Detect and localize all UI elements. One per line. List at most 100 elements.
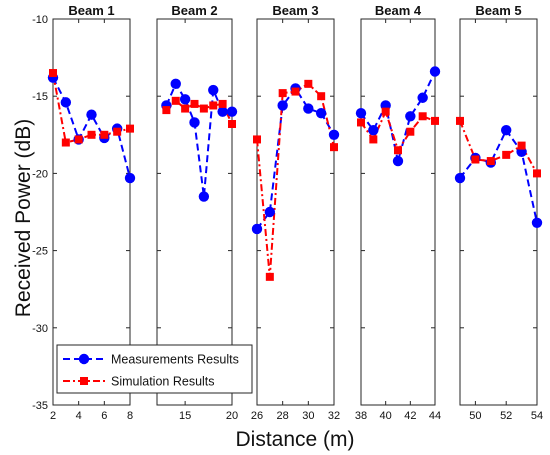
simulation-point xyxy=(87,130,96,139)
measurement-point xyxy=(208,84,219,96)
y-tick-label: -35 xyxy=(32,400,48,412)
simulation-point xyxy=(431,116,439,125)
simulation-point xyxy=(502,150,511,159)
simulation-point xyxy=(278,89,287,98)
y-tick-label: -10 xyxy=(32,14,48,26)
measurement-point xyxy=(179,94,191,105)
panel-beam-5: Beam 5 50 52 54 xyxy=(454,3,543,422)
panel-beam-3: Beam 3 26 28 30 32 xyxy=(251,3,340,422)
measurement-point xyxy=(251,223,263,235)
panel-frame xyxy=(156,18,233,406)
simulation-point xyxy=(394,146,402,155)
simulation-point xyxy=(209,101,218,110)
measurement-point xyxy=(86,109,97,120)
x-tick-label: 28 xyxy=(277,410,289,422)
x-tick-label: 44 xyxy=(429,410,441,422)
legend-label: Measurements Results xyxy=(111,353,239,367)
legend-box xyxy=(56,344,253,394)
measurement-point xyxy=(226,106,238,117)
x-tick-label: 32 xyxy=(328,410,340,422)
simulation-point xyxy=(218,99,227,108)
simulation-point xyxy=(381,107,390,116)
measurement-point xyxy=(531,217,543,229)
x-tick-label: 50 xyxy=(469,410,481,422)
panel-beam-4: Beam 4 38 40 42 44 xyxy=(355,3,441,422)
simulation-point xyxy=(100,130,109,139)
measurement-point xyxy=(124,172,136,184)
panel-beam-2: Beam 2 15 20 xyxy=(156,3,238,422)
simulation-point xyxy=(265,272,274,281)
legend-marker xyxy=(78,353,90,365)
panel-frame xyxy=(360,18,436,406)
simulation-point xyxy=(162,106,171,115)
simulation-point xyxy=(291,87,300,96)
simulation-point xyxy=(113,127,122,136)
panel-title: Beam 1 xyxy=(68,3,114,18)
measurement-point xyxy=(198,191,210,202)
x-tick-label: 20 xyxy=(226,410,238,422)
simulation-point xyxy=(369,135,378,144)
y-axis-label: Received Power (dB) xyxy=(12,119,35,317)
panel-title: Beam 5 xyxy=(475,3,521,18)
simulation-point xyxy=(190,99,199,108)
x-tick-label: 42 xyxy=(404,410,416,422)
x-tick-label: 40 xyxy=(380,410,392,422)
measurement-point xyxy=(277,100,288,111)
y-tick-label: -25 xyxy=(32,246,48,258)
measurement-point xyxy=(315,107,327,119)
simulation-point xyxy=(533,169,541,178)
legend: Measurements Results Simulation Results xyxy=(56,344,253,394)
panel-title: Beam 2 xyxy=(171,3,217,18)
simulation-point xyxy=(49,69,57,78)
panel-title: Beam 4 xyxy=(375,3,422,18)
measurement-point xyxy=(417,92,428,103)
y-tick-label: -15 xyxy=(32,91,48,103)
x-tick-label: 26 xyxy=(251,410,263,422)
x-tick-label: 8 xyxy=(127,410,133,422)
simulation-point xyxy=(357,118,365,127)
simulation-point xyxy=(456,116,464,125)
simulation-point xyxy=(126,124,134,133)
measurement-point xyxy=(429,66,441,77)
simulation-point xyxy=(199,104,208,113)
simulation-point xyxy=(61,138,70,147)
simulation-point xyxy=(171,96,180,105)
x-tick-label: 4 xyxy=(76,410,82,422)
simulation-point xyxy=(418,112,427,121)
y-tick-label: -30 xyxy=(32,323,48,335)
series-line-measurements xyxy=(459,128,538,224)
simulation-point xyxy=(330,143,338,152)
panel-beam-1: Beam 1 -35 -30 -25 -20 -15 -10 2 4 6 8 xyxy=(32,3,136,422)
measurement-point xyxy=(60,97,72,108)
simulation-point xyxy=(304,79,313,88)
simulation-point xyxy=(406,127,415,136)
simulation-point xyxy=(228,119,236,128)
simulation-point xyxy=(317,92,326,101)
measurement-point xyxy=(405,111,416,122)
measurement-point xyxy=(355,107,367,119)
x-tick-label: 30 xyxy=(302,410,314,422)
simulation-point xyxy=(181,104,190,113)
legend-label: Simulation Results xyxy=(111,375,215,389)
measurement-point xyxy=(217,106,228,117)
measurement-point xyxy=(392,155,404,167)
y-tick-label: -20 xyxy=(32,168,48,180)
measurement-point xyxy=(264,206,276,218)
simulation-point xyxy=(74,135,83,144)
x-tick-label: 54 xyxy=(531,410,543,422)
measurement-point xyxy=(501,124,512,136)
legend-entry: Measurements Results xyxy=(63,353,239,367)
x-tick-label: 2 xyxy=(50,410,56,422)
simulation-point xyxy=(253,135,261,144)
measurement-point xyxy=(454,172,466,184)
x-tick-label: 52 xyxy=(500,410,512,422)
panel-title: Beam 3 xyxy=(272,3,318,18)
measurement-point xyxy=(170,78,181,90)
x-tick-label: 38 xyxy=(355,410,367,422)
measurement-point xyxy=(303,103,314,114)
legend-entry: Simulation Results xyxy=(63,375,215,389)
panel-frame xyxy=(52,18,131,406)
x-tick-label: 6 xyxy=(101,410,107,422)
